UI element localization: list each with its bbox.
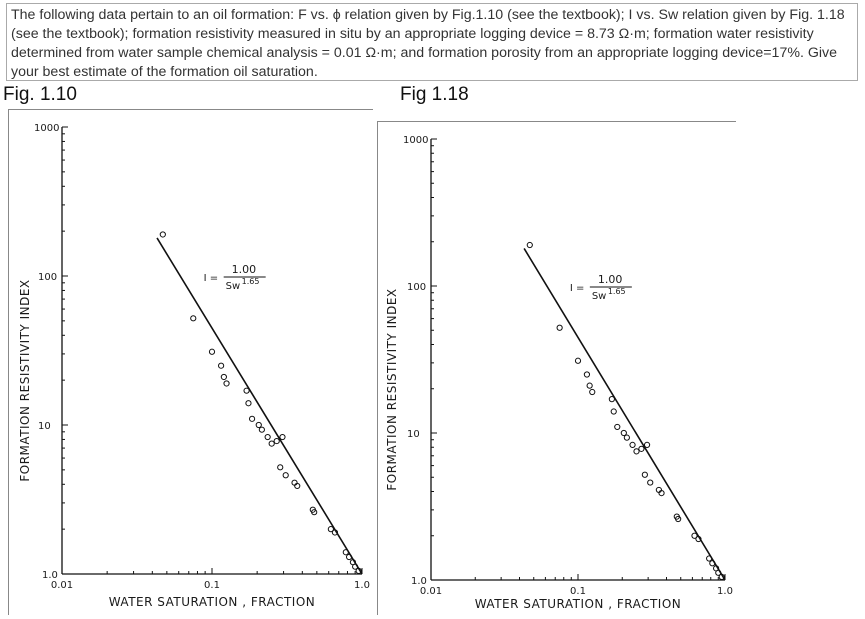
y-tick-label: 100 [38, 272, 57, 283]
data-point [311, 509, 318, 516]
data-point [248, 415, 256, 422]
y-tick-label: 10 [407, 429, 420, 440]
data-point [245, 400, 252, 407]
data-point [589, 388, 596, 396]
x-tick-label: 0.1 [204, 580, 220, 591]
data-point [294, 482, 301, 490]
data-point [643, 441, 651, 448]
data-point [718, 573, 725, 580]
data-point [223, 380, 230, 387]
equation-exponent: 1.65 [242, 277, 260, 286]
figure-1-panel: 1.0 10 100 1000 0.01 0.1 1.0 WATER SATURATION ,… [8, 109, 373, 615]
data-point [218, 362, 225, 369]
data-point [273, 437, 280, 445]
equation-base: Sw [226, 281, 241, 292]
data-point [623, 434, 630, 441]
data-point [208, 348, 216, 355]
x-tick-label: 1.0 [354, 580, 370, 591]
y-tick-label: 1000 [403, 135, 428, 146]
data-point [159, 231, 166, 238]
data-point [268, 440, 275, 447]
data-point [264, 433, 271, 441]
data-point [706, 555, 713, 562]
data-point [279, 433, 286, 441]
fit-line [523, 248, 726, 581]
data-point [355, 567, 362, 574]
figure-2-panel: 1.0 10 100 1000 0.01 0.1 1.0 WATER SATURATION ,… [377, 121, 736, 615]
x-axis-label: WATER SATURATION , FRACTION [109, 595, 316, 609]
data-point [610, 408, 617, 415]
data-point [691, 532, 698, 539]
figure-2-title: Fig 1.18 [400, 84, 469, 105]
data-point [190, 315, 197, 322]
data-point [331, 529, 339, 536]
y-tick-label: 100 [407, 282, 426, 293]
x-axis-label: WATER SATURATION , FRACTION [475, 597, 682, 611]
question-text-box: The following data pertain to an oil for… [6, 3, 858, 81]
figure-1-title: Fig. 1.10 [3, 84, 77, 105]
data-point [675, 515, 682, 523]
equation-lhs: I = [570, 283, 585, 294]
data-point [342, 549, 349, 556]
data-point [526, 241, 533, 249]
data-point [574, 357, 582, 364]
x-tick-label: 0.1 [570, 586, 586, 597]
equation-numerator: 1.00 [232, 263, 257, 276]
data-point [629, 441, 636, 448]
equation-numerator: 1.00 [598, 273, 623, 286]
data-point [715, 569, 722, 576]
y-tick-label: 1.0 [411, 576, 427, 587]
y-tick-label: 1.0 [42, 570, 58, 581]
equation-base: Sw [592, 291, 607, 302]
data-point [641, 471, 648, 478]
y-axis-label: FORMATION RESISTIVITY INDEX [385, 288, 399, 490]
x-tick-label: 1.0 [717, 586, 733, 597]
figure-2-chart: 1.0 10 100 1000 0.01 0.1 1.0 WATER SATURATION ,… [385, 135, 733, 611]
data-point [556, 324, 563, 331]
data-point [638, 445, 645, 452]
data-point [620, 429, 627, 437]
data-point [586, 382, 593, 389]
data-point [258, 426, 265, 433]
x-tick-label: 0.01 [51, 580, 73, 591]
data-point [345, 553, 353, 561]
figure-1-chart: 1.0 10 100 1000 0.01 0.1 1.0 WATER SATURATION ,… [18, 123, 370, 609]
data-point [695, 535, 702, 543]
data-point [327, 526, 334, 533]
data-point [243, 387, 250, 394]
data-point [255, 421, 262, 429]
x-tick-label: 0.01 [420, 586, 442, 597]
equation-exponent: 1.65 [608, 287, 626, 296]
data-point [614, 423, 621, 431]
data-point [220, 373, 227, 381]
fit-line [156, 237, 363, 575]
y-tick-label: 10 [38, 421, 51, 432]
data-point [658, 490, 665, 497]
data-point [633, 448, 640, 455]
y-tick-label: 1000 [34, 123, 59, 134]
data-point [352, 563, 359, 570]
equation-lhs: I = [204, 273, 219, 284]
data-point [647, 479, 654, 486]
data-point [709, 560, 716, 567]
data-point [583, 371, 591, 378]
data-point [608, 396, 615, 403]
data-point [277, 464, 284, 471]
y-axis-label: FORMATION RESISTIVITY INDEX [18, 279, 32, 481]
question-text: The following data pertain to an oil for… [11, 7, 845, 80]
data-point [282, 472, 289, 479]
